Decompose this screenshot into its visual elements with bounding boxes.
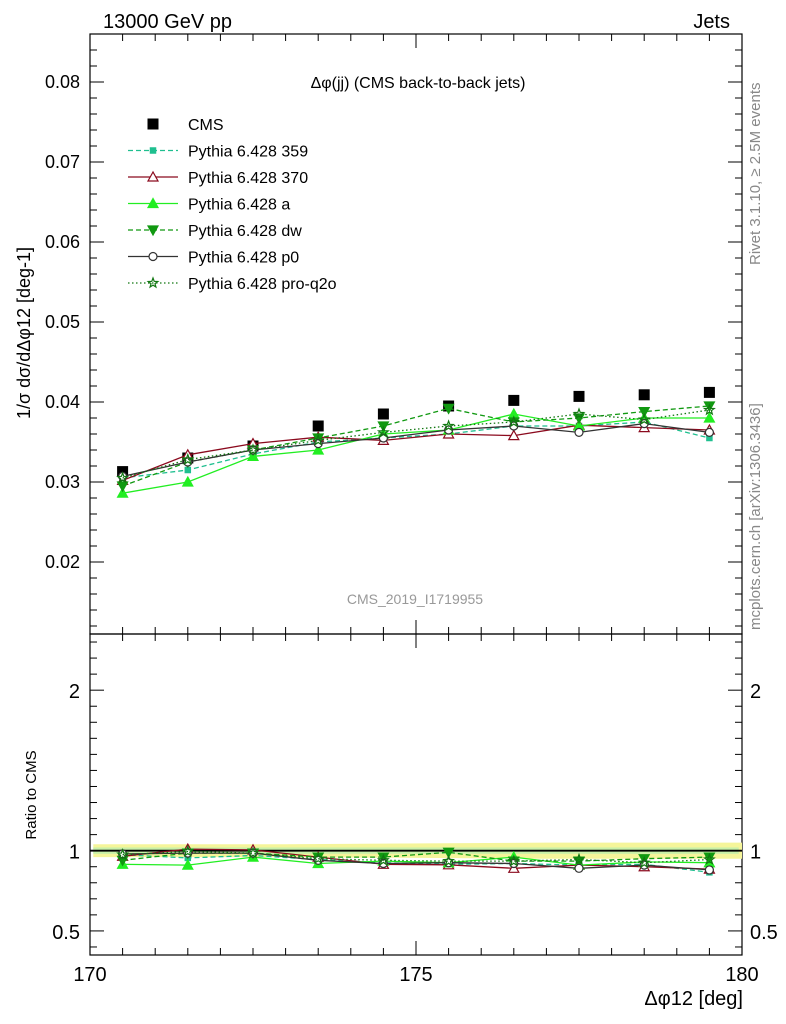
rivet-label: Rivet 3.1.10, ≥ 2.5M events	[747, 83, 764, 266]
main-y-tick-label: 0.03	[45, 472, 80, 492]
legend-marker-pq2o	[146, 276, 160, 289]
ratio-point-pp0	[574, 863, 584, 873]
data-point-pq2o	[442, 419, 456, 432]
data-point-cms	[703, 386, 715, 398]
main-panel: 0.02 0.03 0.04 0.05 0.06 0.07 0.08	[45, 33, 743, 635]
data-point-pq2o	[702, 403, 716, 416]
data-point-cms	[508, 394, 520, 406]
ratio-point-pq2o	[311, 851, 325, 865]
legend-label-pq2o: Pythia 6.428 pro-q2o	[188, 276, 337, 293]
ratio-point-pdw	[442, 847, 455, 859]
main-y-tick-label: 0.08	[45, 72, 80, 92]
series-line-pdw	[122, 405, 710, 487]
series-line-p370	[122, 424, 710, 482]
ratio-y-tick-label: 1	[69, 842, 80, 864]
ratio-line-pa	[122, 856, 710, 866]
legend-marker-p359	[149, 147, 157, 154]
data-point-pq2o	[181, 452, 195, 465]
series-line-pp0	[122, 422, 710, 478]
main-y-tick-label: 0.04	[45, 392, 80, 412]
ratio-point-pdw	[377, 852, 390, 864]
data-point-pdw	[442, 403, 455, 415]
ratio-point-pa	[181, 858, 194, 870]
data-point-pa	[703, 411, 716, 423]
data-point-cms	[312, 420, 324, 432]
legend-label-p359: Pythia 6.428 359	[188, 144, 308, 161]
ratio-point-pq2o	[376, 853, 390, 866]
ratio-y-tick-label: 0.5	[52, 922, 80, 944]
data-point-p359	[184, 466, 192, 474]
data-point-pq2o	[507, 415, 521, 428]
data-point-p370	[507, 429, 520, 441]
ratio-frame	[89, 633, 743, 956]
ratio-line-p370	[122, 848, 710, 870]
data-point-pq2o	[116, 471, 130, 484]
main-y-tick-label: 0.02	[45, 552, 80, 572]
data-point-p359	[706, 434, 713, 442]
series-line-p359	[122, 421, 710, 479]
data-point-pa	[181, 475, 194, 487]
ratio-y-tick-label-right: 0.5	[750, 922, 778, 944]
ratio-point-pq2o	[702, 852, 716, 865]
data-point-cms	[377, 408, 389, 420]
ratio-point-pp0	[704, 865, 715, 875]
legend-label-cms: CMS	[188, 117, 224, 134]
legend-marker-p370	[146, 170, 160, 182]
ratio-panel: 0.5 0.5 1 1 2 2 170 175 180	[52, 633, 778, 986]
data-point-pq2o	[376, 425, 390, 438]
ratio-y-tick-label-right: 2	[750, 681, 761, 703]
data-point-pq2o	[637, 412, 651, 425]
legend-label-pa: Pythia 6.428 a	[188, 197, 290, 214]
ratio-line-pq2o	[122, 850, 710, 864]
legend-label-p370: Pythia 6.428 370	[188, 170, 308, 187]
ratio-point-pq2o	[507, 854, 521, 867]
data-point-pa	[312, 443, 325, 455]
energy-label: 13000 GeV pp	[103, 11, 232, 33]
main-y-tick-label: 0.06	[45, 232, 80, 252]
legend-label-pp0: Pythia 6.428 p0	[188, 250, 299, 267]
ratio-y-axis-label: Ratio to CMS	[23, 750, 40, 839]
x-tick-label: 170	[73, 964, 106, 986]
main-y-axis-label: 1/σ dσ/dΔφ12 [deg-1]	[14, 247, 34, 419]
legend-marker-cms	[147, 118, 159, 130]
ratio-line-pp0	[122, 852, 710, 871]
series-line-pa	[122, 413, 710, 494]
data-point-pq2o	[311, 433, 325, 446]
ratio-line-p359	[122, 854, 710, 873]
main-y-tick-label: 0.07	[45, 152, 80, 172]
plot-title: Δφ(jj) (CMS back-to-back jets)	[311, 75, 526, 92]
legend-marker-pp0	[148, 251, 158, 262]
ratio-point-pq2o	[181, 844, 195, 857]
data-point-pdw	[116, 481, 129, 493]
legend-marker-pa	[146, 197, 160, 209]
main-y-tick-label: 0.05	[45, 312, 80, 332]
ratio-point-pq2o	[637, 855, 651, 869]
ratio-y-tick-label: 2	[69, 681, 80, 703]
data-point-cms	[573, 390, 585, 402]
data-point-pp0	[704, 427, 715, 437]
legend: CMS Pythia 6.428 359 Pythia 6.428 370 Pythi…	[128, 117, 337, 293]
category-label: Jets	[693, 11, 730, 33]
x-tick-label: 175	[399, 964, 432, 986]
x-tick-label: 180	[725, 964, 758, 986]
watermark: CMS_2019_I1719955	[347, 591, 483, 607]
data-point-pa	[116, 486, 129, 498]
ratio-point-pq2o	[442, 854, 456, 867]
data-point-pq2o	[572, 407, 586, 420]
data-point-pq2o	[246, 443, 260, 456]
data-point-cms	[638, 389, 650, 401]
ratio-point-pq2o	[116, 847, 130, 861]
data-point-pdw	[638, 407, 651, 418]
ratio-point-pq2o	[572, 852, 586, 865]
data-point-pp0	[574, 427, 584, 437]
legend-label-pdw: Pythia 6.428 dw	[188, 223, 302, 240]
ratio-y-tick-label-right: 1	[750, 842, 761, 864]
series-line-pq2o	[122, 409, 710, 479]
source-label: mcplots.cern.ch [arXiv:1306.3436]	[747, 403, 764, 630]
legend-marker-pdw	[146, 225, 160, 237]
x-axis-label: Δφ12 [deg]	[644, 988, 743, 1010]
ratio-point-pq2o	[246, 846, 260, 859]
